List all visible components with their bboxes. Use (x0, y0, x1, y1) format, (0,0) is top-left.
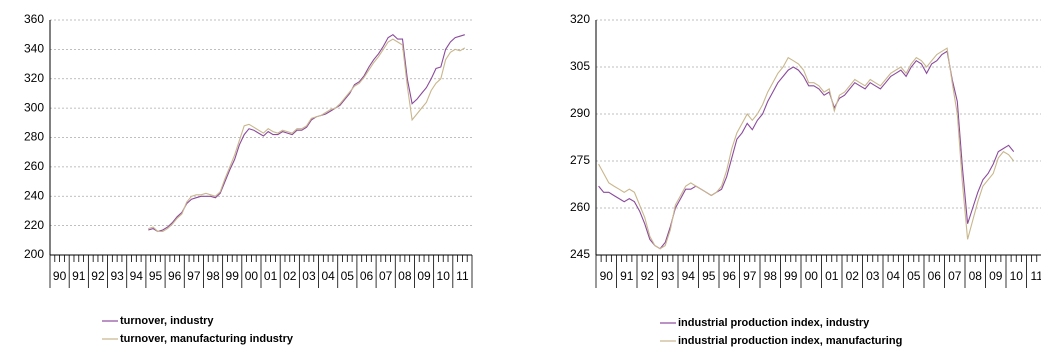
x-tick-label: 91 (72, 269, 86, 283)
x-tick-label: 10 (1010, 269, 1024, 283)
x-tick-label: 01 (825, 269, 839, 283)
y-tick-label: 220 (24, 218, 44, 232)
y-tick-label: 275 (570, 153, 590, 167)
y-tick-label: 280 (24, 130, 44, 144)
x-tick-label: 00 (245, 269, 259, 283)
x-tick-label: 94 (130, 269, 144, 283)
x-tick-label: 93 (110, 269, 124, 283)
x-tick-label: 08 (969, 269, 983, 283)
x-tick-label: 05 (341, 269, 355, 283)
y-tick-label: 320 (570, 12, 590, 26)
legend-label: industrial production index, manufacturi… (678, 335, 902, 347)
y-tick-label: 300 (24, 100, 44, 114)
y-tick-label: 340 (24, 42, 44, 56)
series-line (598, 50, 1015, 250)
x-tick-label: 07 (379, 269, 393, 283)
x-tick-label: 06 (928, 269, 942, 283)
x-tick-label: 03 (866, 269, 880, 283)
x-tick-label: 01 (264, 269, 278, 283)
x-tick-label: 94 (682, 269, 696, 283)
x-tick-label: 09 (989, 269, 1003, 283)
x-tick-label: 92 (641, 269, 655, 283)
y-tick-label: 290 (570, 106, 590, 120)
x-tick-label: 05 (907, 269, 921, 283)
x-tick-label: 02 (283, 269, 297, 283)
x-tick-label: 04 (321, 269, 335, 283)
x-tick-label: 98 (764, 269, 778, 283)
x-tick-label: 97 (743, 269, 757, 283)
y-tick-label: 245 (570, 247, 590, 261)
y-tick-label: 305 (570, 59, 590, 73)
y-tick-label: 200 (24, 247, 44, 261)
y-tick-label: 360 (24, 12, 44, 26)
x-tick-label: 04 (887, 269, 901, 283)
y-tick-label: 320 (24, 71, 44, 85)
x-tick-label: 10 (437, 269, 451, 283)
x-tick-label: 99 (226, 269, 240, 283)
x-tick-label: 03 (302, 269, 316, 283)
series-line (148, 34, 465, 233)
x-tick-label: 02 (846, 269, 860, 283)
x-tick-label: 11 (1031, 269, 1041, 283)
x-tick-label: 95 (149, 269, 163, 283)
x-tick-label: 97 (187, 269, 201, 283)
legend-label: turnover, manufacturing industry (120, 333, 294, 345)
y-tick-label: 260 (570, 200, 590, 214)
legend-label: industrial production index, industry (678, 317, 870, 329)
x-tick-label: 09 (417, 269, 431, 283)
x-tick-label: 00 (805, 269, 819, 283)
y-tick-label: 240 (24, 188, 44, 202)
x-tick-label: 06 (360, 269, 374, 283)
series-line (148, 38, 466, 233)
legend-label: turnover, industry (120, 315, 214, 327)
x-tick-label: 95 (702, 269, 716, 283)
y-tick-label: 260 (24, 159, 44, 173)
x-tick-label: 93 (661, 269, 675, 283)
x-tick-label: 96 (168, 269, 182, 283)
x-tick-label: 90 (53, 269, 67, 283)
x-tick-label: 11 (456, 269, 469, 283)
x-tick-label: 96 (723, 269, 737, 283)
x-tick-label: 92 (91, 269, 105, 283)
series-line (598, 47, 1015, 250)
x-tick-label: 07 (948, 269, 962, 283)
x-tick-label: 99 (784, 269, 798, 283)
x-tick-label: 08 (398, 269, 412, 283)
x-tick-label: 90 (600, 269, 614, 283)
x-tick-label: 91 (620, 269, 634, 283)
x-tick-label: 98 (206, 269, 220, 283)
